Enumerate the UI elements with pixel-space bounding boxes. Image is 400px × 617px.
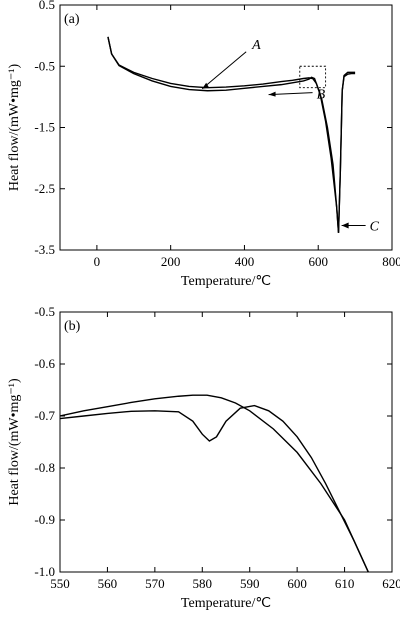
panel-b-y-tick-label: -0.7 (34, 408, 55, 423)
panel-b-series-1-line (60, 404, 369, 572)
panel-b-x-tick-label: 550 (50, 576, 70, 591)
panel-a-label: (a) (64, 12, 80, 27)
panel-a-y-tick-label: -3.5 (34, 242, 55, 257)
panel-a-x-tick-label: 800 (382, 254, 400, 269)
annotation-b-label: B (317, 88, 326, 103)
annotation-a-arrow (201, 51, 247, 90)
panel-b-x-tick-label: 590 (240, 576, 260, 591)
panel-b-series-2-line (60, 394, 369, 572)
panel-a-x-tick-label: 400 (235, 254, 255, 269)
annotation-b-arrow (268, 92, 313, 96)
panel-b: 550 560 570 580 590 600 610 620 -0.5 -0.6 -0.7 -0.8… (7, 304, 400, 611)
panel-b-y-tick-label: -1.0 (34, 564, 55, 579)
panel-b-y-tick-label: -0.8 (34, 460, 55, 475)
panel-b-x-tick-label: 600 (287, 576, 307, 591)
panel-b-x-tick-label: 620 (382, 576, 400, 591)
panel-b-y-tick-label: -0.9 (34, 512, 55, 527)
panel-a-x-tick-label: 600 (308, 254, 328, 269)
annotation-c-arrowhead (341, 222, 349, 229)
panel-b-label: (b) (64, 319, 81, 334)
panel-b-x-tick-label: 560 (98, 576, 118, 591)
annotation-c-label: C (370, 220, 380, 235)
panel-b-y-tick-label: -0.5 (34, 304, 55, 319)
panel-b-frame (59, 311, 393, 573)
panel-a-y-tick-label: -0.5 (34, 58, 55, 73)
panel-a-series-2-line (107, 36, 356, 233)
panel-a-y-tick-label: -1.5 (34, 120, 55, 135)
panel-a-y-tick-label: -2.5 (34, 181, 55, 196)
annotation-a-label: A (251, 38, 261, 53)
panel-a-frame (59, 4, 393, 251)
panel-b-y-axis-title: Heat flow/(mW•mg⁻¹) (7, 378, 22, 506)
panel-a: 0 200 400 600 800 0.5 -0.5 -1.5 -2.5 -3.5 Temperat… (7, 0, 400, 289)
panel-b-x-tick-label: 610 (335, 576, 355, 591)
panel-b-y-tick-label: -0.6 (34, 356, 55, 371)
panel-b-x-axis-title: Temperature/℃ (181, 596, 271, 611)
panel-a-x-axis-title: Temperature/℃ (181, 274, 271, 289)
panel-a-x-tick-label: 200 (161, 254, 181, 269)
panel-a-zoom-box (299, 65, 327, 89)
panel-b-x-tick-label: 570 (145, 576, 165, 591)
panel-a-x-tick-label: 0 (94, 254, 101, 269)
annotation-a-arrowhead (202, 82, 210, 89)
panel-b-x-tick-label: 580 (193, 576, 213, 591)
panel-a-y-tick-label: 0.5 (39, 0, 55, 12)
panel-a-y-axis-title: Heat flow/(mW•mg⁻¹) (7, 64, 22, 192)
annotation-b-arrowhead (268, 91, 276, 97)
panel-a-series-1-line (107, 36, 356, 233)
